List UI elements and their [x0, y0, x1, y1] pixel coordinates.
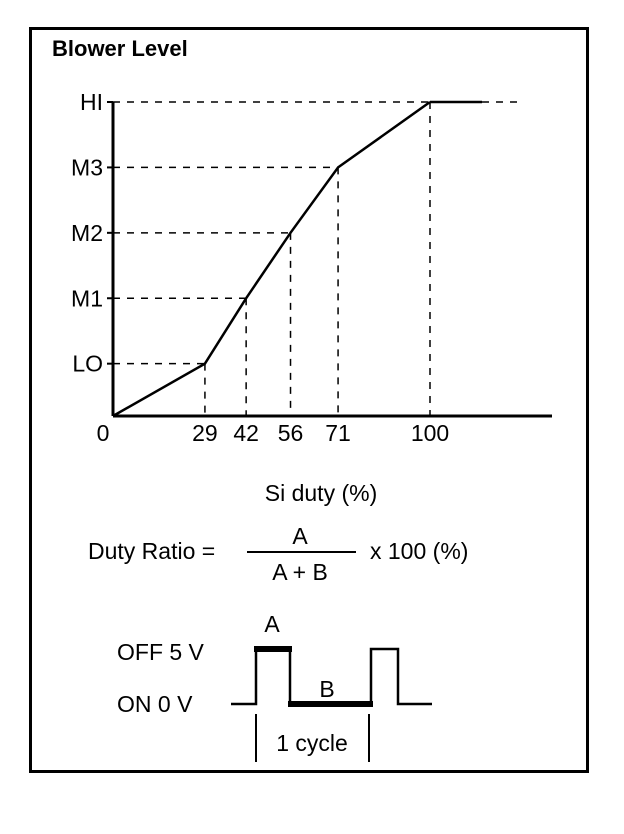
guide-lines	[113, 101, 431, 416]
x-tick-100: 100	[411, 420, 449, 446]
x-tick-42: 42	[233, 420, 259, 446]
formula-numerator: A	[292, 523, 308, 549]
chart-title: Blower Level	[52, 36, 188, 61]
cycle-label: 1 cycle	[276, 730, 348, 756]
y-level-labels: LO M1 M2 M3 HI	[71, 89, 113, 377]
x-tick-labels: 29 42 56 71 100	[192, 420, 449, 446]
gap-label-b: B	[319, 676, 334, 702]
y-level-hi: HI	[80, 89, 103, 115]
x-tick-71: 71	[325, 420, 351, 446]
y-level-m2: M2	[71, 220, 103, 246]
figure-frame	[29, 27, 589, 773]
blower-series-line	[112, 100, 431, 418]
y-level-lo: LO	[72, 351, 103, 377]
y-level-m1: M1	[71, 285, 103, 311]
high-level-label: OFF 5 V	[117, 639, 205, 665]
formula-lhs: Duty Ratio =	[88, 538, 215, 564]
x-axis-label: Si duty (%)	[265, 480, 377, 506]
x-tick-29: 29	[192, 420, 218, 446]
formula-denominator: A + B	[272, 559, 328, 585]
origin-label: 0	[97, 420, 110, 446]
low-level-label: ON 0 V	[117, 691, 193, 717]
pulse-label-a: A	[264, 611, 280, 637]
formula-rhs: x 100 (%)	[370, 538, 468, 564]
y-level-m3: M3	[71, 154, 103, 180]
x-tick-56: 56	[278, 420, 304, 446]
